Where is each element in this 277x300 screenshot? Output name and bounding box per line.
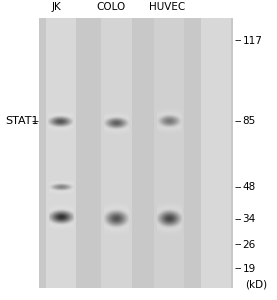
Text: --: -- [234, 182, 242, 193]
Text: --: -- [234, 116, 242, 127]
Text: 85: 85 [242, 116, 256, 127]
Bar [101, 18, 132, 288]
Text: HUVEC: HUVEC [150, 2, 186, 12]
Bar [39, 18, 233, 288]
Text: (kD): (kD) [245, 280, 267, 290]
Text: 19: 19 [242, 263, 256, 274]
Text: --: -- [234, 263, 242, 274]
Text: 34: 34 [242, 214, 256, 224]
Text: --: -- [234, 35, 242, 46]
Text: 26: 26 [242, 239, 256, 250]
Text: COLO: COLO [96, 2, 125, 12]
Text: --: -- [234, 214, 242, 224]
Bar [154, 18, 184, 288]
Text: 48: 48 [242, 182, 256, 193]
Text: --: -- [32, 116, 40, 127]
Text: JK: JK [52, 2, 62, 12]
Text: STAT1: STAT1 [6, 116, 39, 127]
Bar [201, 18, 231, 288]
Text: 117: 117 [242, 35, 262, 46]
Bar [46, 18, 76, 288]
Text: --: -- [234, 239, 242, 250]
